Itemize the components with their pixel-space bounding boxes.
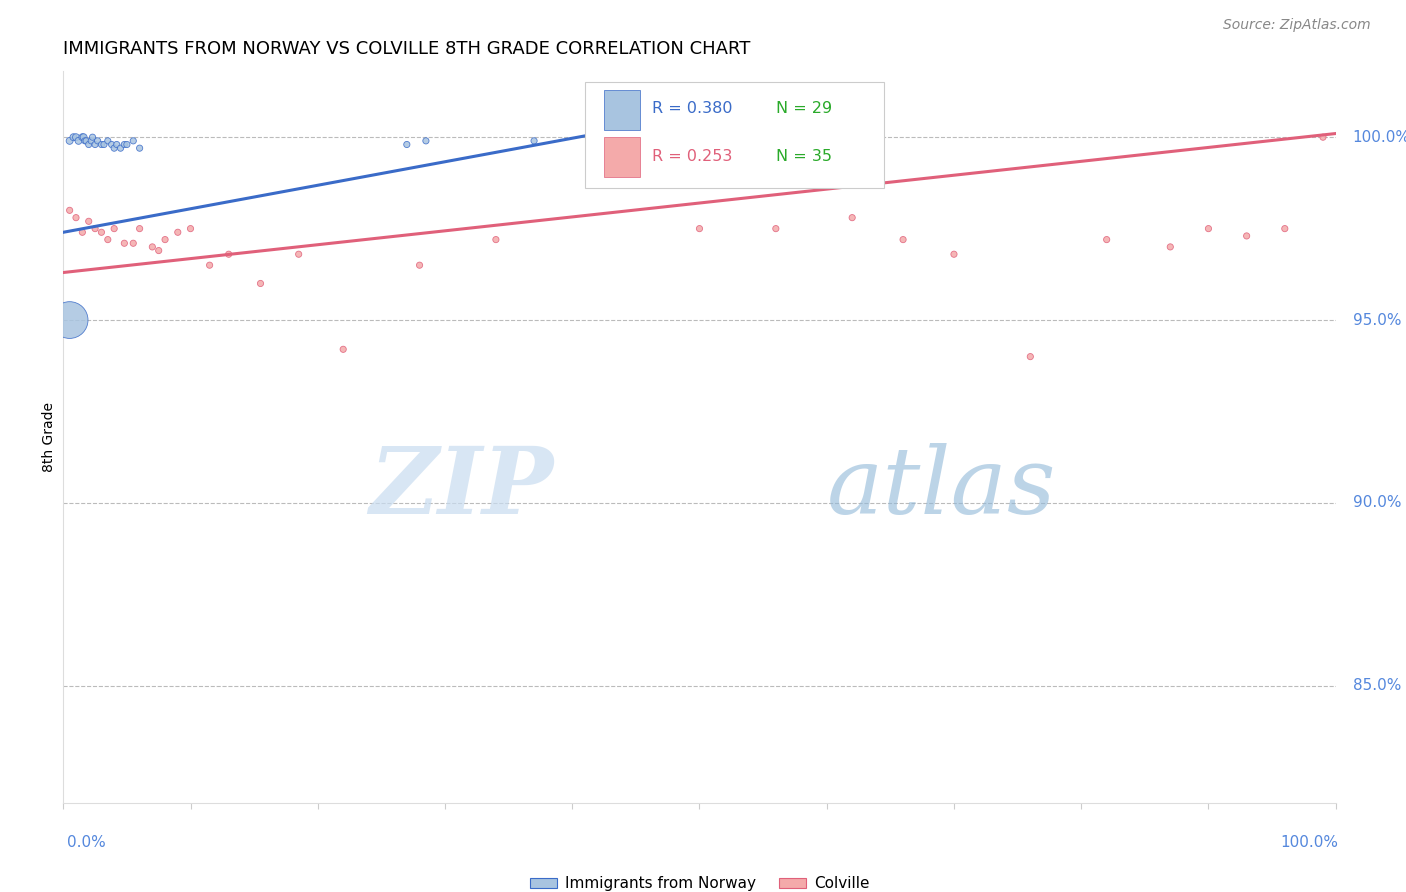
Point [122, 134, 145, 148]
Point [765, 221, 787, 235]
Point [67, 134, 90, 148]
Point [103, 141, 125, 155]
Point [395, 137, 418, 152]
Point [59, 134, 82, 148]
Point [77, 214, 100, 228]
Point [73, 134, 96, 148]
Point [97, 134, 120, 148]
Point [80, 134, 103, 148]
Point [1236, 229, 1258, 244]
Point [115, 137, 138, 152]
Point [218, 247, 240, 261]
Point [90, 225, 112, 239]
Point [1159, 240, 1181, 254]
Point [1312, 130, 1334, 145]
Point [112, 137, 135, 152]
Point [59, 203, 82, 218]
Text: 100.0%: 100.0% [1353, 129, 1406, 145]
Text: IMMIGRANTS FROM NORWAY VS COLVILLE 8TH GRADE CORRELATION CHART: IMMIGRANTS FROM NORWAY VS COLVILLE 8TH G… [63, 40, 751, 58]
Text: N = 35: N = 35 [776, 149, 832, 163]
Point [332, 343, 354, 357]
Point [72, 225, 94, 239]
Text: 85.0%: 85.0% [1353, 678, 1400, 693]
Text: Source: ZipAtlas.com: Source: ZipAtlas.com [1223, 18, 1371, 32]
Point [65, 211, 87, 225]
Point [105, 137, 128, 152]
Point [84, 137, 107, 152]
Point [82, 130, 104, 145]
FancyBboxPatch shape [605, 136, 640, 177]
Point [72, 130, 94, 145]
Point [485, 233, 508, 247]
Text: N = 29: N = 29 [776, 101, 832, 116]
Point [586, 130, 609, 145]
Point [59, 313, 82, 327]
FancyBboxPatch shape [605, 90, 640, 130]
Text: R = 0.253: R = 0.253 [652, 149, 733, 163]
Point [415, 134, 437, 148]
Point [198, 258, 221, 272]
Point [1095, 233, 1118, 247]
Y-axis label: 8th Grade: 8th Grade [42, 402, 56, 472]
Point [1274, 221, 1296, 235]
Point [90, 137, 112, 152]
Point [84, 221, 107, 235]
Point [86, 134, 108, 148]
Point [62, 130, 84, 145]
Text: ZIP: ZIP [368, 443, 553, 533]
Point [1019, 350, 1042, 364]
Point [166, 225, 188, 239]
Point [408, 258, 430, 272]
Point [103, 221, 125, 235]
Point [689, 221, 711, 235]
Point [180, 221, 202, 235]
Point [287, 247, 309, 261]
Point [93, 137, 115, 152]
Point [72, 130, 94, 145]
Point [77, 137, 100, 152]
Point [523, 134, 546, 148]
Point [112, 236, 135, 251]
Point [110, 141, 132, 155]
Point [65, 130, 87, 145]
Point [249, 277, 271, 291]
Text: R = 0.380: R = 0.380 [652, 101, 733, 116]
Text: 95.0%: 95.0% [1353, 312, 1400, 327]
Point [148, 244, 170, 258]
Point [128, 141, 150, 155]
Text: 0.0%: 0.0% [67, 836, 107, 850]
Legend: Immigrants from Norway, Colville: Immigrants from Norway, Colville [523, 871, 876, 892]
Point [153, 233, 176, 247]
Point [891, 233, 914, 247]
Point [1198, 221, 1220, 235]
Text: atlas: atlas [827, 443, 1056, 533]
Point [128, 221, 150, 235]
Point [942, 247, 965, 261]
FancyBboxPatch shape [585, 82, 884, 188]
Point [122, 236, 145, 251]
Point [100, 137, 122, 152]
Text: 90.0%: 90.0% [1353, 495, 1400, 510]
Point [141, 240, 163, 254]
Point [75, 134, 97, 148]
Point [841, 211, 863, 225]
Point [97, 233, 120, 247]
Text: 100.0%: 100.0% [1281, 836, 1339, 850]
